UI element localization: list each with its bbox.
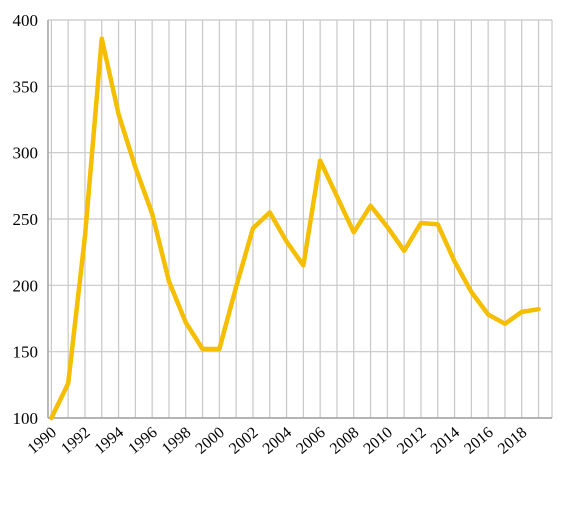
y-tick-label: 300 bbox=[13, 144, 39, 163]
x-tick-label: 2002 bbox=[226, 424, 261, 458]
y-tick-label: 350 bbox=[13, 77, 39, 96]
x-tick-label: 2018 bbox=[495, 424, 530, 458]
x-tick-label: 2010 bbox=[360, 424, 395, 458]
x-tick-label: 2000 bbox=[192, 424, 227, 458]
x-tick-label: 2006 bbox=[293, 424, 328, 458]
series-line bbox=[51, 39, 538, 418]
x-tick-label: 2004 bbox=[260, 424, 295, 458]
y-tick-label: 200 bbox=[13, 276, 39, 295]
x-tick-label: 2014 bbox=[428, 424, 463, 458]
x-tick-label: 1990 bbox=[24, 424, 59, 458]
x-tick-label: 2012 bbox=[394, 424, 429, 458]
y-tick-label: 400 bbox=[13, 11, 39, 30]
x-tick-label: 1996 bbox=[125, 424, 160, 458]
grid-lines bbox=[48, 20, 552, 418]
x-tick-label: 1998 bbox=[159, 424, 194, 458]
y-tick-label: 250 bbox=[13, 210, 39, 229]
y-tick-label: 150 bbox=[13, 343, 39, 362]
x-tick-label: 1994 bbox=[92, 424, 127, 458]
x-tick-label: 1992 bbox=[58, 424, 93, 458]
y-axis-tick-labels: 100 150 200 250 300 350 400 bbox=[13, 11, 39, 428]
y-tick-label: 100 bbox=[13, 409, 39, 428]
x-axis-tick-labels: 1990199219941996199820002002200420062008… bbox=[24, 424, 530, 458]
x-tick-label: 2008 bbox=[327, 424, 362, 458]
x-tick-label: 2016 bbox=[461, 424, 496, 458]
series-lines bbox=[51, 39, 538, 418]
